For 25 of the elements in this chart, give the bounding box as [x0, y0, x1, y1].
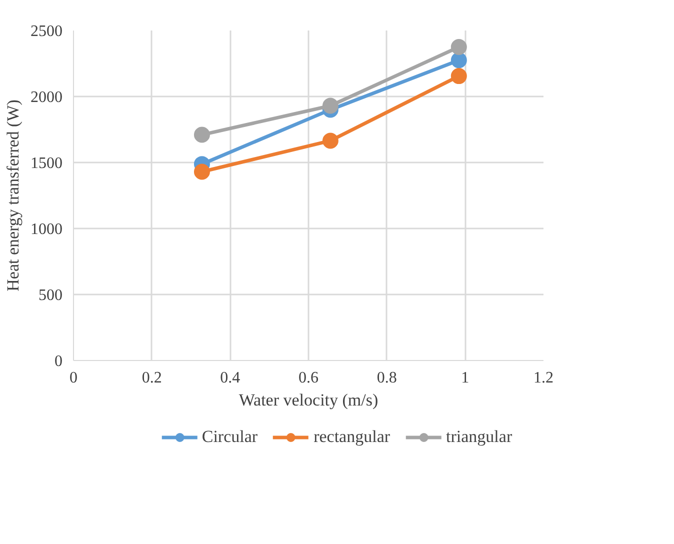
point	[322, 132, 338, 149]
point	[450, 68, 467, 84]
x-tick-label: 0.2	[142, 370, 162, 386]
point	[450, 52, 467, 68]
legend-label: Circular	[202, 427, 258, 447]
y-tick-label: 1000	[30, 221, 62, 238]
point	[194, 126, 210, 143]
x-tick-label: 0.8	[376, 370, 397, 386]
y-tick-label: 1500	[30, 155, 62, 172]
point	[450, 39, 467, 55]
point	[322, 98, 338, 114]
legend-label: rectangular	[314, 427, 390, 447]
x-tick-label: 1	[461, 370, 470, 386]
y-tick-label: 2500	[30, 23, 62, 40]
x-axis-title: Water velocity (m/s)	[238, 390, 378, 410]
y-tick-label: 500	[38, 287, 62, 304]
x-tick-label: 0.4	[220, 370, 240, 386]
x-tick-label: 0	[70, 370, 78, 386]
y-tick-label: 0	[54, 353, 62, 370]
legend-label: triangular	[446, 427, 512, 447]
x-tick-label: 0.6	[298, 370, 318, 386]
y-axis-title: Heat energy transferred (W)	[4, 100, 22, 292]
x-tick-label: 1.2	[534, 370, 554, 386]
point	[194, 164, 210, 180]
y-tick-label: 2000	[30, 89, 62, 106]
